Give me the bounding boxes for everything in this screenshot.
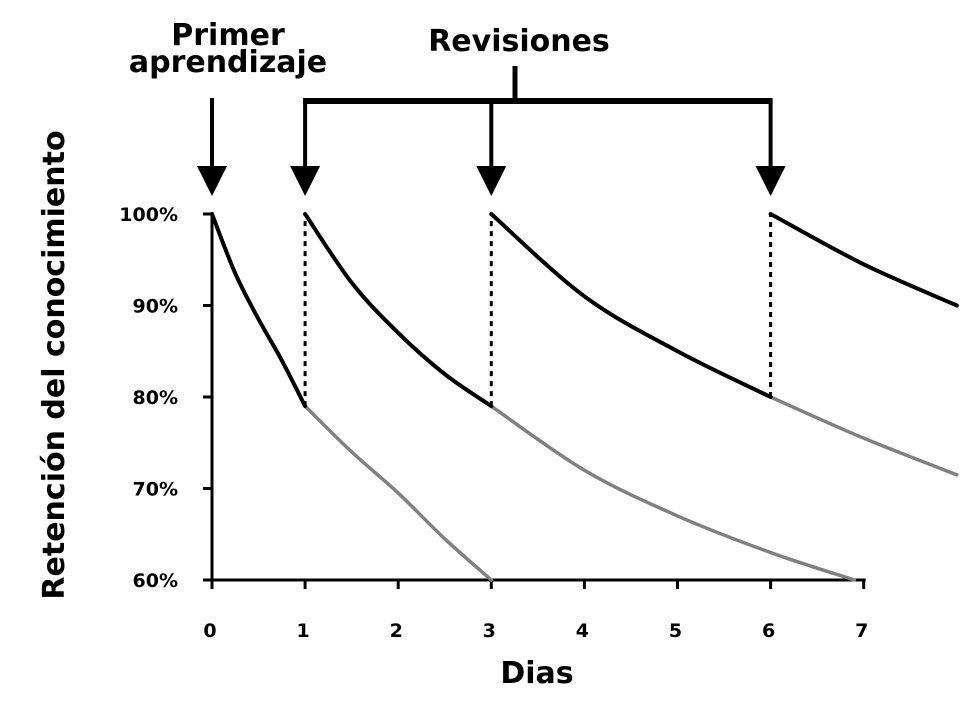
x-tick-label: 0	[203, 620, 216, 642]
y-tick-label: 90%	[133, 296, 178, 318]
forgetting-curve	[303, 404, 494, 582]
review-arrow-head	[290, 166, 321, 196]
forgetting-curves-faded	[303, 395, 959, 582]
tick-labels: 60% 70% 80% 90% 100% 0 1 2 3 4 5 6 7	[119, 204, 868, 642]
retention-curve	[210, 212, 308, 409]
first-learning-arrow-head	[197, 166, 227, 196]
x-tick-label: 1	[296, 620, 309, 642]
review-connectors	[303, 214, 773, 407]
x-tick-label: 2	[390, 620, 403, 642]
retention-curves-bold	[210, 212, 959, 409]
first-learning-label-line: aprendizaje	[129, 45, 327, 80]
retention-curve	[489, 212, 773, 399]
y-tick-label: 80%	[133, 387, 178, 409]
axes	[203, 212, 866, 589]
first-learning-label: Primer aprendizaje	[129, 18, 327, 80]
x-tick-label: 6	[762, 620, 775, 642]
x-tick-label: 7	[855, 620, 868, 642]
retention-curve	[768, 212, 959, 308]
review-arrow-head	[755, 166, 786, 196]
review-arrow-head	[476, 166, 507, 196]
forgetting-curve	[768, 395, 959, 477]
retention-curve	[303, 212, 494, 409]
x-tick-label: 4	[576, 620, 589, 642]
x-tick-label: 3	[483, 620, 496, 642]
y-tick-label: 100%	[119, 204, 178, 226]
y-tick-label: 70%	[133, 479, 178, 501]
annotations: Primer aprendizaje Revisiones	[129, 18, 786, 196]
y-tick-label: 60%	[133, 570, 178, 592]
reviews-label: Revisiones	[428, 24, 610, 59]
y-axis-title: Retención del conocimiento	[37, 130, 72, 599]
x-axis-title: Dias	[500, 656, 573, 691]
x-tick-label: 5	[669, 620, 682, 642]
forgetting-curve	[489, 404, 857, 582]
first-learning-label-line: Primer	[171, 18, 285, 53]
